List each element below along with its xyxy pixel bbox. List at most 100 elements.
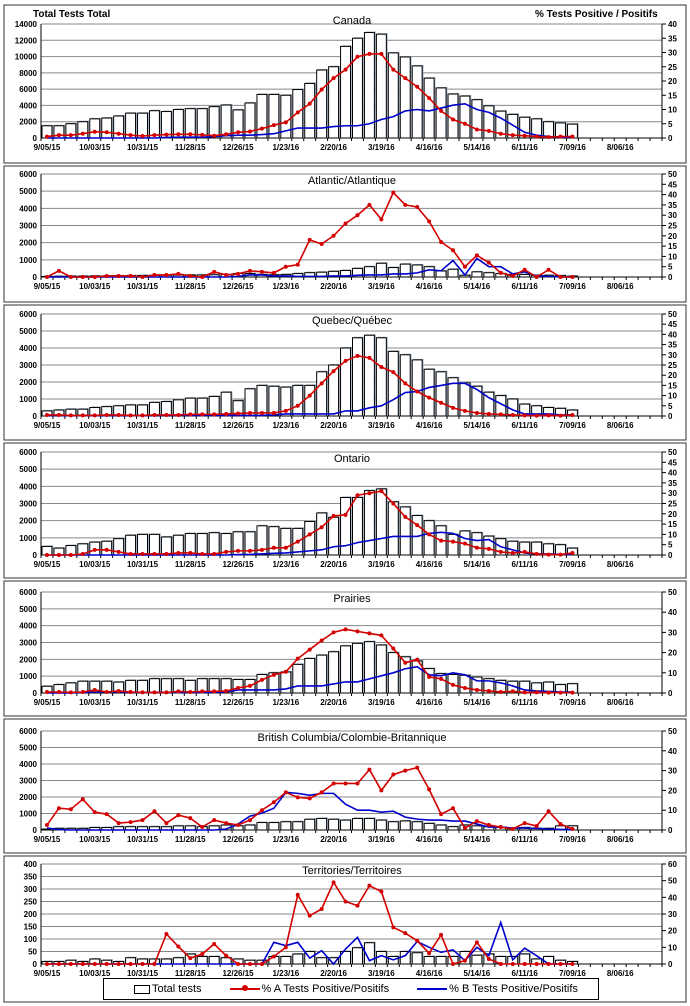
- legend-label-total: Total tests: [152, 983, 202, 995]
- pct-a-point: [68, 690, 73, 695]
- pct-a-point: [415, 389, 420, 394]
- pct-a-point: [271, 410, 276, 415]
- y2-tick-label: 15: [668, 520, 677, 529]
- x-tick-label: 6/11/16: [512, 835, 539, 844]
- pct-a-point: [415, 84, 420, 89]
- pct-a-point: [439, 932, 444, 937]
- panel-title: Canada: [333, 15, 372, 27]
- bar-total-tests: [363, 942, 375, 965]
- bar-total-tests: [340, 269, 351, 278]
- pct-a-point: [164, 132, 169, 137]
- pct-a-point: [570, 412, 575, 417]
- x-tick-label: 10/03/15: [79, 698, 111, 707]
- pct-a-point: [403, 660, 408, 665]
- pct-a-point: [379, 788, 384, 793]
- pct-a-point: [116, 962, 121, 966]
- bar-total-tests: [507, 113, 519, 139]
- pct-a-point: [343, 221, 348, 226]
- y-tick-label: 1000: [19, 672, 37, 681]
- x-tick-label: 4/16/16: [416, 282, 443, 291]
- y-tick-label: 3000: [19, 500, 37, 509]
- pct-a-point: [224, 411, 229, 416]
- pct-a-point: [176, 271, 181, 276]
- y-tick-label: 2000: [19, 517, 37, 526]
- x-tick-label: 3/19/16: [368, 969, 395, 978]
- x-tick-label: 3/19/16: [368, 560, 395, 569]
- pct-a-point: [295, 403, 300, 408]
- y2-tick-label: 40: [668, 747, 677, 756]
- y-tick-label: 250: [24, 898, 38, 907]
- bar-total-tests: [316, 371, 328, 417]
- y-tick-label: 2000: [19, 118, 37, 127]
- y2-tick-label: 40: [668, 330, 677, 339]
- pct-a-point: [319, 525, 324, 530]
- x-tick-label: 11/28/15: [175, 143, 206, 152]
- x-tick-label: 6/11/16: [512, 282, 539, 291]
- pct-a-point: [92, 129, 97, 134]
- pct-a-point: [415, 204, 420, 209]
- bar-total-tests: [196, 108, 208, 139]
- y-tick-label: 0: [33, 826, 38, 835]
- pct-a-point: [271, 123, 276, 128]
- bar-total-tests: [375, 337, 387, 417]
- x-tick-label: 8/06/16: [607, 143, 634, 152]
- legend: Total tests % A Tests Positive/Positifs …: [103, 978, 599, 1000]
- pct-a-point: [415, 938, 420, 943]
- bar-total-tests: [352, 337, 363, 417]
- pct-a-point: [534, 413, 539, 418]
- y2-tick-label: 45: [668, 180, 677, 189]
- bar-total-tests: [447, 826, 459, 831]
- pct-a-point: [140, 134, 145, 139]
- y-tick-label: 4000: [19, 204, 37, 213]
- x-tick-label: 2/20/16: [320, 560, 347, 569]
- bar-total-tests: [244, 102, 256, 139]
- x-tick-label: 2/20/16: [320, 421, 347, 430]
- y2-tick-label: 35: [668, 479, 677, 488]
- right-axis-title: % Tests Positive / Positifs: [535, 9, 658, 20]
- pct-a-point: [510, 827, 515, 832]
- pct-a-point: [116, 549, 121, 554]
- pct-a-point: [534, 551, 539, 556]
- bar-total-tests: [220, 678, 232, 694]
- y2-tick-label: 5: [668, 402, 673, 411]
- pct-a-point: [68, 275, 73, 279]
- pct-a-point: [403, 514, 408, 519]
- y2-tick-label: 10: [668, 669, 677, 678]
- pct-a-point: [558, 552, 563, 557]
- x-tick-label: 12/26/15: [222, 143, 254, 152]
- y-tick-label: 0: [33, 134, 38, 143]
- bar-total-tests: [352, 947, 363, 965]
- pct-a-point: [152, 412, 157, 417]
- pct-a-point: [116, 688, 121, 693]
- pct-a-point: [403, 931, 408, 936]
- pct-a-point: [247, 268, 252, 273]
- pct-a-point: [224, 953, 229, 958]
- bar-total-tests: [435, 824, 447, 831]
- pct-a-point: [92, 275, 97, 279]
- pct-a-point: [319, 381, 324, 386]
- pct-a-point: [319, 790, 324, 795]
- pct-a-point: [510, 550, 515, 555]
- pct-a-point: [188, 412, 193, 417]
- pct-a-point: [474, 253, 479, 258]
- pct-a-point: [510, 133, 515, 138]
- y2-tick-label: 50: [668, 310, 677, 319]
- pct-a-point: [486, 546, 491, 551]
- pct-a-point: [140, 413, 145, 418]
- bar-total-tests: [411, 821, 423, 831]
- pct-a-point: [319, 242, 324, 247]
- pct-a-point: [56, 268, 61, 273]
- pct-a-point: [92, 413, 97, 418]
- pct-a-point: [247, 962, 252, 966]
- bar-total-tests: [375, 262, 387, 278]
- y2-tick-label: 10: [668, 392, 677, 401]
- y-tick-label: 4000: [19, 344, 37, 353]
- pct-a-point: [92, 547, 97, 552]
- pct-a-point: [558, 690, 563, 695]
- x-tick-label: 1/23/16: [272, 698, 299, 707]
- x-tick-label: 11/28/15: [175, 835, 206, 844]
- pct-a-point: [391, 772, 396, 777]
- bar-total-tests: [423, 822, 435, 831]
- x-tick-label: 6/11/16: [512, 560, 539, 569]
- bar-total-tests: [399, 56, 411, 139]
